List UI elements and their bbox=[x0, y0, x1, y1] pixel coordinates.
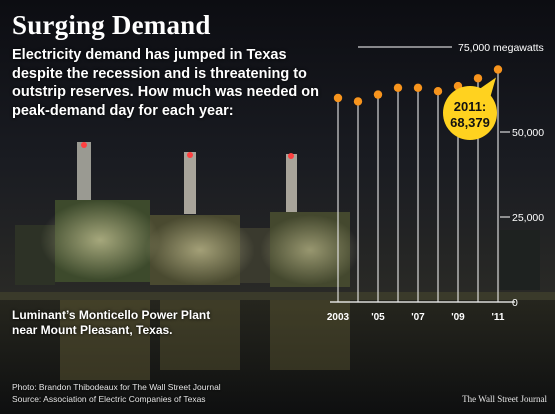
callout-value: 68,379 bbox=[450, 115, 490, 130]
data-point bbox=[333, 93, 343, 103]
y-tick-label: 75,000 megawatts bbox=[458, 42, 544, 54]
y-tick-label: 25,000 bbox=[512, 212, 544, 224]
data-point bbox=[353, 97, 363, 106]
y-tick-label: 50,000 bbox=[512, 127, 544, 139]
chart-subtitle: Electricity demand has jumped in Texas d… bbox=[12, 47, 319, 119]
x-tick-label: '07 bbox=[411, 312, 425, 323]
data-point bbox=[393, 83, 403, 93]
source-credit: Source: Association of Electric Companie… bbox=[12, 394, 206, 404]
x-tick-label: '09 bbox=[451, 312, 465, 323]
x-tick-label: '05 bbox=[371, 312, 385, 323]
photo-credit: Photo: Brandon Thibodeaux for The Wall S… bbox=[12, 382, 221, 392]
callout-bubble bbox=[443, 86, 497, 140]
data-point bbox=[493, 65, 503, 74]
publisher-brand: The Wall Street Journal bbox=[462, 394, 547, 404]
data-point bbox=[473, 74, 483, 83]
data-point bbox=[373, 90, 383, 99]
data-point bbox=[433, 87, 443, 96]
y-tick-label: 0 bbox=[512, 297, 518, 309]
chart-title: Surging Demand bbox=[12, 10, 211, 40]
callout-year: 2011: bbox=[454, 99, 487, 114]
photo-caption: Luminant’s Monticello Power Plant near M… bbox=[12, 308, 211, 337]
data-point bbox=[413, 83, 423, 93]
x-tick-label: 2003 bbox=[327, 312, 350, 323]
x-tick-label: '11 bbox=[492, 312, 505, 323]
